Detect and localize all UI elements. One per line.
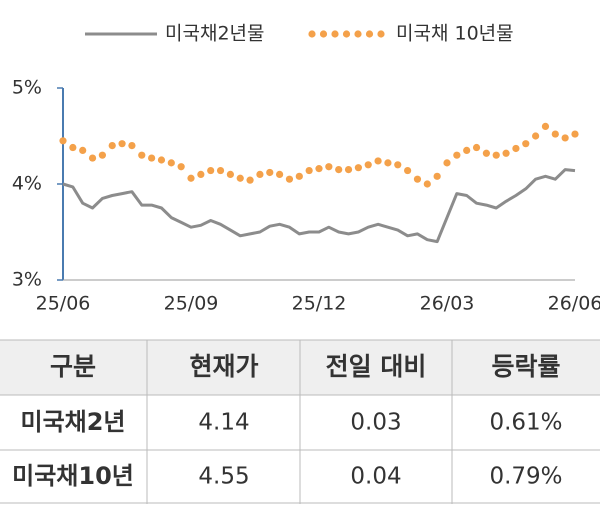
table-header-cell: 현재가 — [189, 352, 258, 381]
data-dot — [512, 144, 520, 153]
table-grid — [0, 339, 600, 504]
data-dot — [167, 159, 175, 167]
data-dot — [571, 130, 579, 138]
y-tick-label: 3% — [12, 269, 42, 291]
data-dot — [561, 134, 569, 142]
data-dot — [551, 130, 559, 138]
data-dot — [502, 149, 510, 157]
data-dot — [295, 172, 303, 180]
data-dot — [305, 166, 313, 175]
data-dot — [492, 151, 500, 159]
data-dot — [187, 174, 195, 182]
table-header-cell: 등락률 — [491, 352, 560, 381]
data-dot — [453, 151, 461, 159]
data-dot — [472, 143, 481, 152]
data-dot — [128, 142, 136, 150]
data-dot — [108, 142, 116, 150]
data-dot — [384, 159, 392, 167]
data-dot — [79, 146, 87, 154]
table-cell: 4.55 — [198, 464, 249, 490]
y-tick-label: 4% — [12, 173, 42, 195]
legend-swatch — [354, 30, 362, 38]
data-dot — [433, 172, 441, 180]
data-dot — [325, 163, 333, 171]
data-dot — [423, 180, 431, 188]
data-dot — [88, 154, 97, 162]
data-dot — [266, 168, 274, 177]
data-dot — [404, 166, 412, 175]
legend-label: 미국채2년물 — [165, 23, 265, 45]
data-dot — [482, 149, 490, 157]
data-dot — [177, 163, 185, 171]
data-dot — [207, 166, 215, 175]
table-row-label: 미국채10년 — [12, 462, 134, 490]
table-row-label: 미국채2년 — [20, 408, 125, 436]
data-dot — [364, 161, 372, 169]
data-dot — [532, 132, 540, 140]
data-dot — [59, 137, 67, 145]
data-dot — [216, 166, 225, 175]
table-cell: 0.03 — [350, 410, 401, 436]
x-tick-label: 25/09 — [164, 293, 219, 315]
x-tick-label: 25/06 — [36, 293, 91, 315]
table-header-cell: 구분 — [50, 352, 96, 381]
legend-swatch — [319, 30, 328, 38]
legend-swatch — [342, 30, 351, 38]
x-tick-label: 26/06 — [548, 293, 600, 315]
data-dot — [276, 170, 284, 178]
data-dot — [197, 170, 205, 178]
legend-label: 미국채 10년물 — [396, 23, 514, 45]
y-tick-label: 5% — [12, 77, 42, 99]
data-dot — [413, 175, 422, 183]
data-dot — [285, 175, 294, 183]
table-header-cell: 전일 대비 — [326, 352, 427, 381]
data-dot — [138, 151, 146, 159]
data-dot — [148, 154, 156, 162]
data-dot — [315, 165, 323, 173]
data-dot — [522, 140, 530, 148]
data-dot — [374, 157, 382, 165]
x-tick-label: 25/12 — [292, 293, 347, 315]
table-cell: 0.61% — [489, 410, 562, 436]
legend-swatch — [365, 30, 374, 38]
data-dot — [394, 161, 402, 169]
table-cell: 4.14 — [198, 410, 249, 436]
data-dot — [344, 166, 353, 174]
data-dot — [443, 159, 451, 167]
x-tick-label: 26/03 — [420, 293, 475, 315]
data-dot — [226, 170, 234, 178]
data-dot — [256, 170, 264, 178]
table-cell: 0.79% — [489, 464, 562, 490]
data-dot — [335, 166, 343, 174]
data-line — [62, 168, 576, 244]
data-dot — [541, 122, 550, 130]
data-dot — [118, 140, 126, 148]
data-dot — [236, 174, 244, 182]
data-dot — [246, 176, 254, 184]
legend-swatch — [377, 30, 385, 38]
legend-swatch — [308, 30, 316, 38]
legend-swatch — [331, 30, 339, 38]
table-cell: 0.04 — [350, 464, 401, 490]
data-dot — [463, 146, 471, 154]
data-dot — [354, 164, 362, 172]
data-dot — [69, 143, 77, 152]
data-dot — [157, 156, 166, 164]
data-dot — [98, 151, 106, 159]
